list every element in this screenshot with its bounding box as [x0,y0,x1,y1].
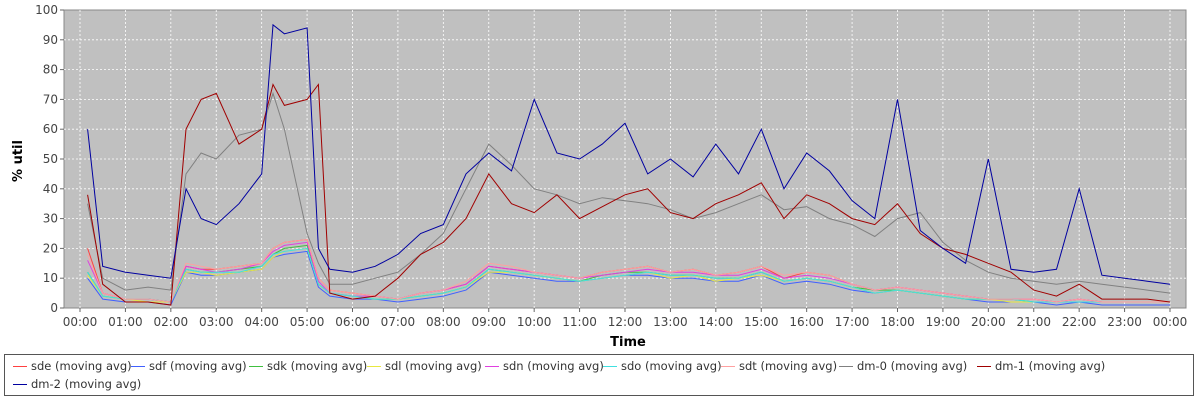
y-tick-label: 0 [50,301,58,315]
x-tick-label: 23:00 [1107,315,1142,329]
x-tick-label: 14:00 [699,315,734,329]
legend-item-sde: sde (moving avg) [13,359,132,375]
x-tick-label: 05:00 [290,315,325,329]
series-line-sdt [87,238,1170,303]
legend-label: sdl (moving avg) [385,359,482,373]
y-tick-label: 60 [43,122,58,136]
legend-item-sdo: sdo (moving avg) [603,359,722,375]
legend-label: sdo (moving avg) [621,359,722,373]
y-tick-label: 50 [43,152,58,166]
x-tick-label: 10:00 [517,315,552,329]
x-tick-label: 09:00 [471,315,506,329]
legend-item-sdl: sdl (moving avg) [367,359,482,375]
y-tick-label: 40 [43,182,58,196]
legend-label: dm-2 (moving avg) [31,377,142,391]
legend-label: dm-0 (moving avg) [857,359,968,373]
x-tick-label: 00:00 [63,315,98,329]
legend-label: sde (moving avg) [31,359,132,373]
x-tick-label: 13:00 [653,315,688,329]
x-tick-label: 21:00 [1016,315,1051,329]
x-tick-label: 06:00 [335,315,370,329]
series-line-dm-2 [87,23,1171,285]
legend-swatch [249,366,263,367]
x-tick-label: 16:00 [789,315,824,329]
legend-item-sdt: sdt (moving avg) [721,359,837,375]
legend-label: sdk (moving avg) [267,359,368,373]
legend-swatch [485,366,499,367]
y-tick-label: 90 [43,33,58,47]
legend-label: sdf (moving avg) [149,359,247,373]
chart: % util Time 0 10 20 30 40 50 60 70 80 90 100 00:00 0… [11,3,1188,350]
x-tick-label: 03:00 [199,315,234,329]
legend-item-dm-2: dm-2 (moving avg) [13,377,141,393]
x-tick-label: 04:00 [244,315,279,329]
x-tick-label: 20:00 [971,315,1006,329]
x-axis-label: Time [610,335,646,350]
series-line-dm-1 [87,83,1171,306]
legend-swatch [13,366,27,367]
legend-item-dm-1: dm-1 (moving avg) [977,359,1105,375]
legend-swatch [131,366,145,367]
legend-swatch [603,366,617,367]
y-tick-label: 20 [43,241,58,255]
legend-label: sdn (moving avg) [503,359,604,373]
series-line-dm-0 [87,91,1171,294]
legend-item-sdf: sdf (moving avg) [131,359,247,375]
y-tick-label: 80 [43,63,58,77]
legend-swatch [977,366,991,367]
x-tick-label: 02:00 [154,315,189,329]
y-axis-label: % util [11,140,26,182]
x-tick-label: 17:00 [835,315,870,329]
y-tick-label: 30 [43,212,58,226]
x-tick-label: 00:00 [1153,315,1188,329]
legend-item-sdn: sdn (moving avg) [485,359,604,375]
x-tick-label: 11:00 [562,315,597,329]
y-tick-label: 10 [43,271,58,285]
legend-swatch [367,366,381,367]
legend-swatch [13,384,27,385]
x-tick-label: 12:00 [608,315,643,329]
x-tick-label: 08:00 [426,315,461,329]
y-axis-title: % util [11,140,26,182]
series-line-sdo [87,247,1170,303]
legend-label: sdt (moving avg) [739,359,838,373]
y-tick-label: 70 [43,92,58,106]
legend-label: dm-1 (moving avg) [995,359,1106,373]
y-tick-label: 100 [35,3,58,17]
x-tick-label: 19:00 [926,315,961,329]
x-tick-label: 01:00 [108,315,143,329]
x-tick-label: 18:00 [880,315,915,329]
legend-swatch [721,366,735,367]
x-tick-label: 07:00 [381,315,416,329]
x-tick-label: 15:00 [744,315,779,329]
legend-swatch [839,366,853,367]
legend-item-dm-0: dm-0 (moving avg) [839,359,967,375]
x-tick-label: 22:00 [1062,315,1097,329]
legend-item-sdk: sdk (moving avg) [249,359,367,375]
legend: sde (moving avg) sdf (moving avg) sdk (mov… [4,354,1194,396]
